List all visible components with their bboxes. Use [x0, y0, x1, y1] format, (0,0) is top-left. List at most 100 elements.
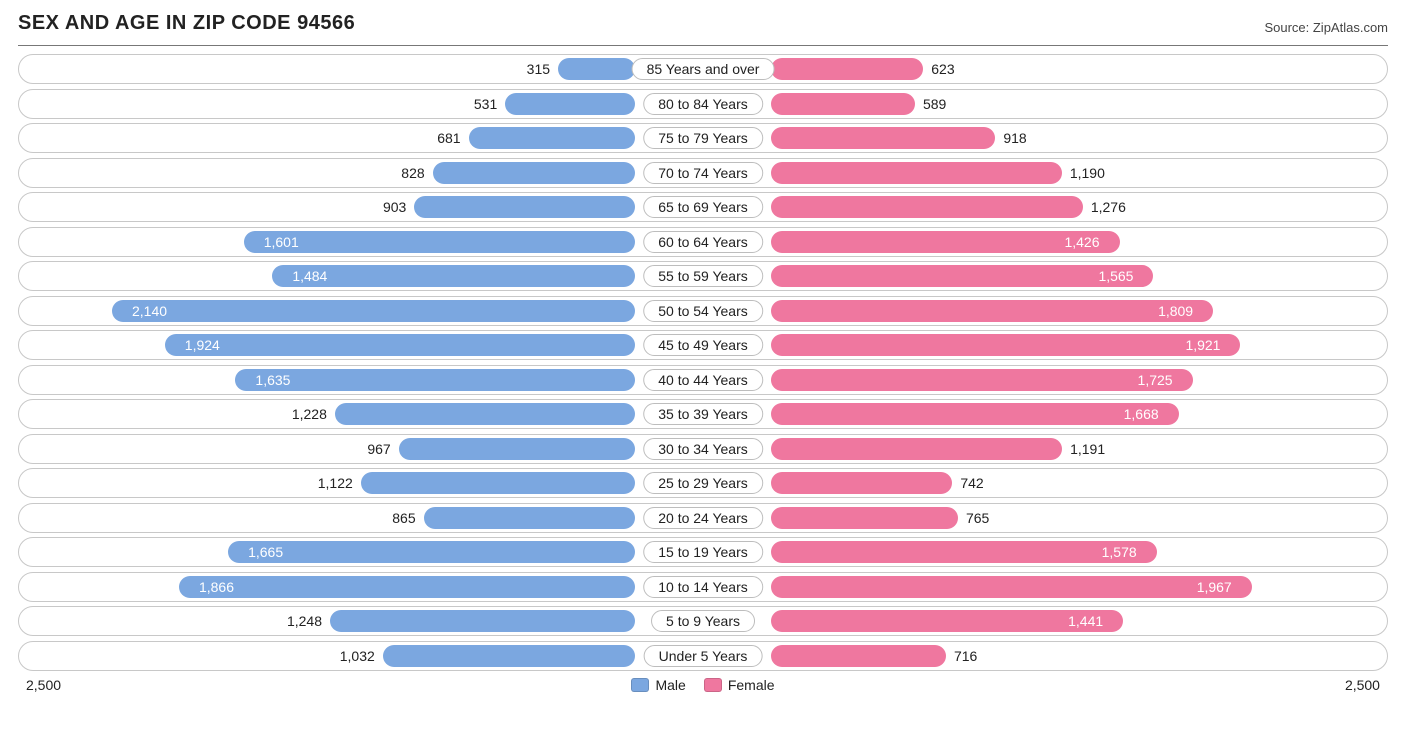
legend-item-female: Female: [704, 677, 775, 693]
male-value: 1,601: [254, 234, 299, 250]
male-bar: [330, 610, 635, 632]
age-group-label: 25 to 29 Years: [643, 472, 763, 494]
female-bar: [771, 507, 958, 529]
age-group-label: 45 to 49 Years: [643, 334, 763, 356]
age-group-label: 50 to 54 Years: [643, 300, 763, 322]
age-group-label: 30 to 34 Years: [643, 438, 763, 460]
chart-header: SEX AND AGE IN ZIP CODE 94566 Source: Zi…: [18, 12, 1388, 46]
male-value: 1,032: [340, 648, 375, 664]
age-group-label: 35 to 39 Years: [643, 403, 763, 425]
male-bar: [505, 93, 635, 115]
female-value: 1,191: [1070, 441, 1105, 457]
legend-label-male: Male: [655, 677, 685, 693]
female-value: 623: [931, 61, 954, 77]
male-bar: [165, 334, 635, 356]
female-value: 1,276: [1091, 199, 1126, 215]
male-bar: [228, 541, 635, 563]
female-value: 1,668: [1124, 406, 1169, 422]
male-value: 315: [527, 61, 550, 77]
male-bar: [469, 127, 635, 149]
age-group-label: 55 to 59 Years: [643, 265, 763, 287]
age-group-label: 75 to 79 Years: [643, 127, 763, 149]
legend-label-female: Female: [728, 677, 775, 693]
female-value: 1,921: [1185, 337, 1230, 353]
age-group-label: 80 to 84 Years: [643, 93, 763, 115]
chart-source: Source: ZipAtlas.com: [1264, 20, 1388, 35]
male-value: 531: [474, 96, 497, 112]
female-bar: [771, 300, 1213, 322]
male-value: 1,665: [238, 544, 283, 560]
pyramid-row: 75 to 79 Years681918: [18, 123, 1388, 153]
pyramid-row: 10 to 14 Years1,8661,967: [18, 572, 1388, 602]
female-value: 918: [1003, 130, 1026, 146]
age-group-label: 65 to 69 Years: [643, 196, 763, 218]
legend: Male Female: [631, 677, 774, 693]
age-group-label: 70 to 74 Years: [643, 162, 763, 184]
axis-max-left: 2,500: [26, 677, 61, 693]
pyramid-row: 85 Years and over 315 623: [18, 54, 1388, 84]
female-bar: [771, 369, 1193, 391]
age-group-label: 40 to 44 Years: [643, 369, 763, 391]
pyramid-row: 55 to 59 Years 1,484 1,565: [18, 261, 1388, 291]
chart-footer: 2,500 Male Female 2,500: [18, 675, 1388, 693]
male-bar: [361, 472, 635, 494]
pyramid-row: 65 to 69 Years 903 1,276: [18, 192, 1388, 222]
pyramid-row: 50 to 54 Years 2,140 1,809: [18, 296, 1388, 326]
female-bar: [771, 58, 923, 80]
legend-item-male: Male: [631, 677, 685, 693]
pyramid-row: 5 to 9 Years1,2481,441: [18, 606, 1388, 636]
female-bar: [771, 645, 946, 667]
male-bar: [179, 576, 635, 598]
male-value: 865: [392, 510, 415, 526]
male-value: 1,635: [245, 372, 290, 388]
pyramid-row: 20 to 24 Years865765: [18, 503, 1388, 533]
male-bar: [112, 300, 635, 322]
female-value: 589: [923, 96, 946, 112]
female-value: 1,190: [1070, 165, 1105, 181]
male-value: 2,140: [122, 303, 167, 319]
pyramid-row: 80 to 84 Years 531 589: [18, 89, 1388, 119]
female-value: 1,565: [1098, 268, 1143, 284]
pyramid-row: 35 to 39 Years1,2281,668: [18, 399, 1388, 429]
male-value: 828: [401, 165, 424, 181]
male-value: 1,924: [175, 337, 220, 353]
male-bar: [383, 645, 635, 667]
female-value: 1,725: [1138, 372, 1183, 388]
age-group-label: 85 Years and over: [632, 58, 775, 80]
male-bar: [335, 403, 635, 425]
pyramid-row: 60 to 64 Years 1,601 1,426: [18, 227, 1388, 257]
legend-swatch-male: [631, 678, 649, 692]
pyramid-row: 30 to 34 Years 967 1,191: [18, 434, 1388, 464]
population-pyramid-chart: 85 Years and over 315 623 80 to 84 Years 531…: [18, 54, 1388, 671]
pyramid-row: Under 5 Years1,032716: [18, 641, 1388, 671]
male-value: 1,484: [282, 268, 327, 284]
female-value: 1,441: [1068, 613, 1113, 629]
female-value: 1,426: [1064, 234, 1109, 250]
male-bar: [433, 162, 635, 184]
female-bar: [771, 196, 1083, 218]
chart-title: SEX AND AGE IN ZIP CODE 94566: [18, 12, 355, 35]
male-bar: [399, 438, 635, 460]
female-value: 1,967: [1197, 579, 1242, 595]
male-value: 967: [367, 441, 390, 457]
female-bar: [771, 127, 995, 149]
male-value: 1,122: [318, 475, 353, 491]
pyramid-row: 25 to 29 Years 1,122 742: [18, 468, 1388, 498]
age-group-label: 15 to 19 Years: [643, 541, 763, 563]
male-bar: [235, 369, 635, 391]
male-value: 903: [383, 199, 406, 215]
female-bar: [771, 265, 1153, 287]
female-value: 1,809: [1158, 303, 1203, 319]
age-group-label: 10 to 14 Years: [643, 576, 763, 598]
pyramid-row: 15 to 19 Years1,6651,578: [18, 537, 1388, 567]
axis-max-right: 2,500: [1345, 677, 1380, 693]
female-bar: [771, 162, 1062, 184]
female-bar: [771, 472, 952, 494]
male-bar: [424, 507, 635, 529]
male-bar: [558, 58, 635, 80]
female-value: 765: [966, 510, 989, 526]
age-group-label: 60 to 64 Years: [643, 231, 763, 253]
female-value: 742: [960, 475, 983, 491]
female-value: 716: [954, 648, 977, 664]
male-bar: [414, 196, 635, 218]
